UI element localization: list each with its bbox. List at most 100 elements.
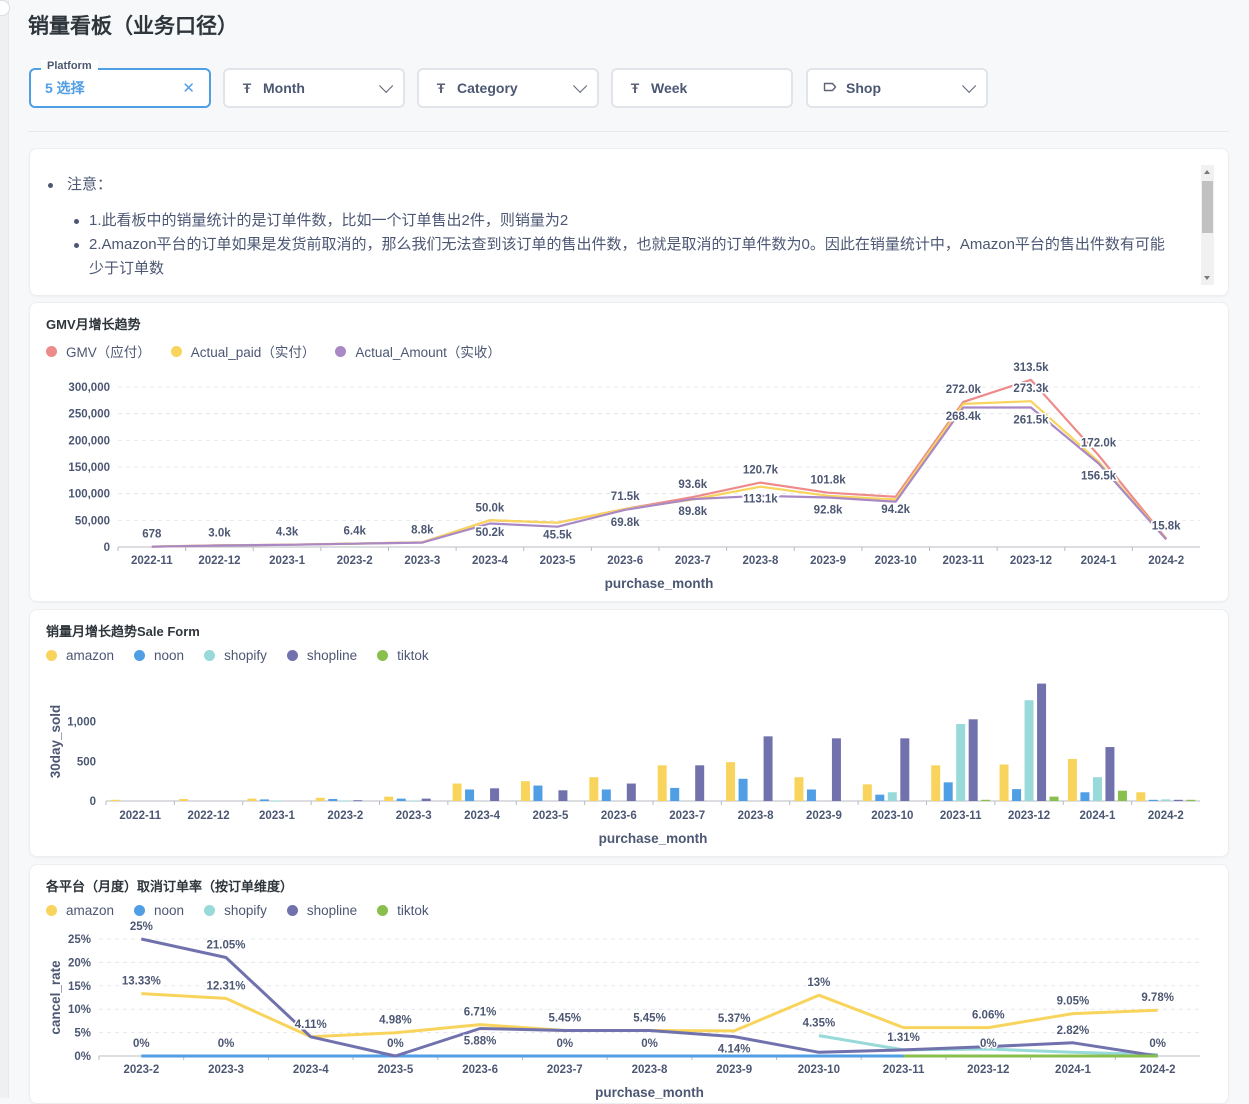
text-type-icon: Ŧ	[242, 80, 252, 96]
x-tick-label: 2023-8	[632, 1064, 668, 1076]
tag-icon	[822, 80, 838, 96]
x-tick-label: 2023-2	[327, 810, 363, 822]
legend-dot-icon	[46, 905, 57, 916]
data-label: 4.35%	[803, 1018, 836, 1030]
note-card: 注意： 1.此看板中的销量统计的是订单件数，比如一个订单售出2件，则销量为2 2…	[29, 148, 1229, 296]
filter-category-label: Category	[457, 80, 518, 96]
bar-shopline	[1173, 799, 1183, 801]
legend-dot-icon	[335, 345, 347, 357]
filter-shop[interactable]: Shop	[806, 68, 988, 108]
x-tick-label: 2023-6	[462, 1064, 498, 1076]
scroll-thumb[interactable]	[1202, 181, 1213, 233]
chevron-down-icon	[573, 78, 588, 93]
x-tick-label: 2023-6	[601, 810, 637, 822]
data-label: 678	[142, 529, 162, 541]
data-label: 25%	[130, 921, 153, 933]
legend-item[interactable]: GMV（应付）	[46, 341, 151, 361]
y-tick-label: 10%	[68, 1004, 91, 1016]
y-tick-label: 15%	[68, 981, 91, 993]
bar-shopline	[900, 738, 910, 801]
y-axis-title: 30day_sold	[48, 705, 63, 779]
data-label: 6.4k	[343, 526, 366, 538]
data-label: 0%	[133, 1038, 150, 1050]
x-tick-label: 2024-1	[1055, 1064, 1091, 1076]
bar-tiktok	[981, 799, 991, 801]
bar-shopify	[1092, 777, 1102, 801]
data-label: 21.05%	[207, 939, 246, 951]
data-label: 69.8k	[611, 517, 640, 529]
x-tick-label: 2023-2	[123, 1064, 159, 1076]
scroll-down-arrow-icon[interactable]	[1204, 276, 1210, 280]
legend-dot-icon	[204, 650, 216, 661]
bar-tiktok	[1117, 790, 1127, 801]
legend-dot-icon	[286, 650, 298, 661]
series-line-shopify	[818, 1034, 1158, 1057]
x-tick-label: 2023-12	[1010, 555, 1052, 567]
x-tick-label: 2024-2	[1148, 810, 1184, 822]
y-tick-label: 200,000	[68, 435, 110, 447]
legend-item[interactable]: tiktok	[377, 903, 429, 918]
filter-week[interactable]: Ŧ Week	[611, 68, 793, 108]
close-icon[interactable]: ✕	[182, 80, 195, 97]
legend-item[interactable]: Actual_paid（实付）	[170, 341, 315, 361]
bar-shopline	[763, 736, 773, 801]
note-item-2: 2.Amazon平台的订单如果是发货前取消的，那么我们无法查到该订单的售出件数，…	[89, 236, 1165, 277]
cancel-chart-legend: amazon noon shopify shopline tiktok	[46, 903, 449, 918]
legend-item[interactable]: shopline	[286, 903, 358, 918]
data-label: 2.82%	[1057, 1025, 1090, 1037]
legend-item[interactable]: tiktok	[377, 648, 429, 663]
x-axis-title: purchase_month	[605, 576, 714, 591]
legend-item[interactable]: amazon	[46, 648, 114, 663]
data-label: 4.14%	[718, 1044, 751, 1056]
bar-tiktok	[1186, 799, 1196, 801]
bar-noon	[328, 799, 338, 801]
x-tick-label: 2023-9	[806, 810, 842, 822]
bar-shopify	[1161, 799, 1171, 801]
bar-amazon	[520, 781, 530, 801]
gmv-chart-legend: GMV（应付） Actual_paid（实付） Actual_Amount（实收）	[46, 341, 521, 361]
x-tick-label: 2023-10	[871, 810, 913, 822]
filter-month[interactable]: Ŧ Month	[223, 68, 405, 108]
x-tick-label: 2024-2	[1148, 555, 1184, 567]
y-tick-label: 20%	[68, 957, 91, 969]
data-label: 120.7k	[743, 465, 779, 477]
x-tick-label: 2023-2	[337, 555, 373, 567]
legend-item[interactable]: amazon	[46, 903, 114, 918]
legend-item[interactable]: noon	[134, 903, 184, 918]
legend-item[interactable]: noon	[134, 648, 184, 663]
legend-item[interactable]: Actual_Amount（实收）	[335, 341, 501, 361]
filter-category[interactable]: Ŧ Category	[417, 68, 599, 108]
legend-label: GMV（应付）	[66, 345, 151, 360]
bar-shopify	[956, 724, 966, 801]
legend-label: amazon	[66, 648, 115, 663]
scroll-up-arrow-icon[interactable]	[1204, 170, 1210, 174]
legend-item[interactable]: shopify	[204, 648, 267, 663]
bar-amazon	[657, 765, 667, 801]
filter-week-label: Week	[651, 80, 688, 96]
legend-dot-icon	[46, 650, 57, 661]
x-tick-label: 2023-6	[607, 555, 643, 567]
data-label: 4.98%	[379, 1015, 412, 1027]
x-tick-label: 2022-11	[131, 555, 173, 567]
x-tick-label: 2023-12	[1008, 810, 1050, 822]
bar-noon	[806, 789, 816, 801]
filter-platform[interactable]: Platform 5 选择 ✕	[29, 60, 211, 108]
data-label: 13.33%	[122, 976, 161, 988]
legend-label: shopline	[306, 903, 358, 918]
x-tick-label: 2023-11	[940, 810, 982, 822]
text-type-icon: Ŧ	[436, 80, 446, 96]
note-scrollbar[interactable]	[1201, 165, 1214, 285]
bar-amazon	[452, 783, 462, 801]
data-label: 13%	[807, 977, 830, 989]
series-line-shopline	[140, 937, 1158, 1058]
legend-dot-icon	[134, 905, 146, 916]
data-label: 1.31%	[887, 1032, 920, 1044]
bar-amazon	[794, 777, 804, 801]
data-label: 94.2k	[881, 504, 910, 516]
data-label: 268.4k	[946, 411, 982, 423]
legend-item[interactable]: shopline	[286, 648, 357, 663]
cancel-chart-card: 各平台（月度）取消订单率（按订单维度） amazon noon shopify sho…	[29, 864, 1229, 1104]
data-label: 9.05%	[1057, 996, 1090, 1008]
x-tick-label: 2024-2	[1140, 1064, 1176, 1076]
legend-item[interactable]: shopify	[204, 903, 267, 918]
